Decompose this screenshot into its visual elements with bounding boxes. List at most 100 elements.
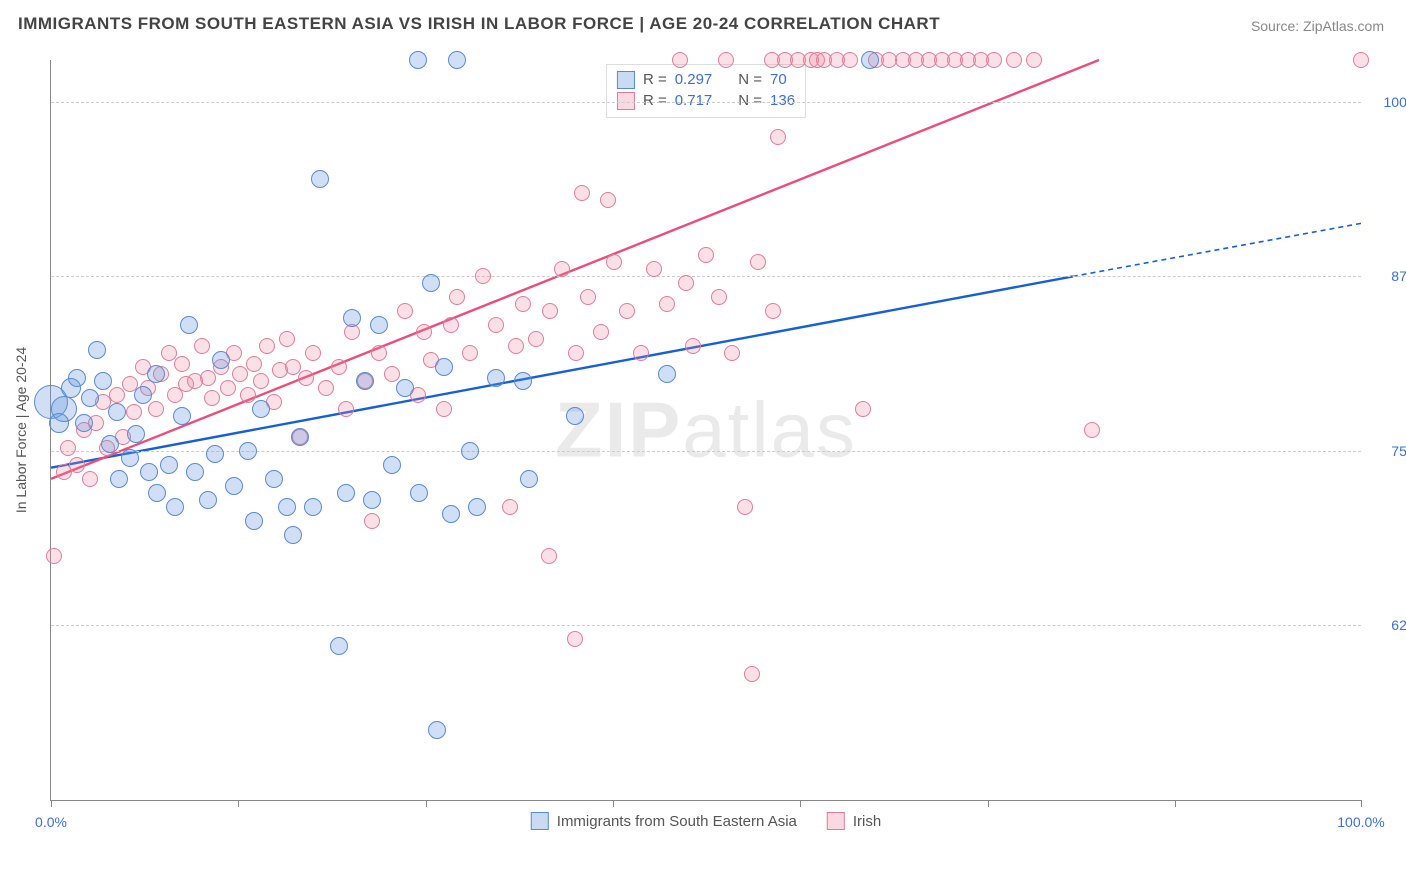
scatter-point-a (448, 51, 466, 69)
scatter-point-b (279, 331, 295, 347)
scatter-point-b (528, 331, 544, 347)
scatter-point-a (127, 425, 145, 443)
scatter-point-b (253, 373, 269, 389)
gridline (51, 625, 1361, 626)
scatter-point-a (520, 470, 538, 488)
scatter-point-b (619, 303, 635, 319)
scatter-point-b (200, 370, 216, 386)
scatter-point-a (566, 407, 584, 425)
gridline (51, 276, 1361, 277)
scatter-point-b (737, 499, 753, 515)
scatter-point-a (101, 435, 119, 453)
scatter-point-a (658, 365, 676, 383)
scatter-point-a (166, 498, 184, 516)
legend-n-value-b: 136 (770, 90, 795, 111)
watermark: ZIPatlas (555, 385, 857, 476)
scatter-point-a (140, 463, 158, 481)
scatter-point-b (750, 254, 766, 270)
scatter-point-a (81, 389, 99, 407)
scatter-point-a (409, 51, 427, 69)
scatter-point-a (861, 51, 879, 69)
scatter-point-a (212, 351, 230, 369)
scatter-point-b (246, 356, 262, 372)
scatter-point-a (206, 445, 224, 463)
scatter-point-b (1026, 52, 1042, 68)
gridline (51, 102, 1361, 103)
chart-container: IMMIGRANTS FROM SOUTH EASTERN ASIA VS IR… (0, 0, 1406, 892)
scatter-point-b (515, 296, 531, 312)
scatter-point-b (109, 387, 125, 403)
scatter-point-b (331, 359, 347, 375)
scatter-point-b (508, 338, 524, 354)
scatter-point-b (174, 356, 190, 372)
legend-r-label: R = (643, 69, 667, 90)
scatter-point-b (567, 631, 583, 647)
scatter-point-a (68, 369, 86, 387)
scatter-point-b (488, 317, 504, 333)
scatter-point-b (416, 324, 432, 340)
scatter-point-b (606, 254, 622, 270)
scatter-point-b (148, 401, 164, 417)
legend-n-value-a: 70 (770, 69, 787, 90)
scatter-point-b (82, 471, 98, 487)
watermark-light: atlas (682, 386, 857, 474)
scatter-point-b (204, 390, 220, 406)
scatter-point-a (363, 491, 381, 509)
scatter-point-a (199, 491, 217, 509)
scatter-point-b (384, 366, 400, 382)
scatter-point-b (574, 185, 590, 201)
legend-row-b: R = 0.717 N = 136 (617, 90, 795, 111)
source-label: Source: ZipAtlas.com (1251, 18, 1384, 34)
watermark-bold: ZIP (555, 386, 682, 474)
scatter-point-b (1084, 422, 1100, 438)
scatter-point-b (240, 387, 256, 403)
x-tick (238, 800, 239, 807)
trendline (1073, 223, 1361, 276)
scatter-point-b (646, 261, 662, 277)
x-tick (1175, 800, 1176, 807)
scatter-point-b (855, 401, 871, 417)
scatter-point-b (436, 401, 452, 417)
scatter-point-a (75, 414, 93, 432)
scatter-point-b (633, 345, 649, 361)
chart-title: IMMIGRANTS FROM SOUTH EASTERN ASIA VS IR… (18, 14, 940, 34)
y-axis-title: In Labor Force | Age 20-24 (13, 347, 29, 513)
scatter-point-a (108, 403, 126, 421)
y-tick-label: 62.5% (1371, 617, 1406, 633)
legend-n-label: N = (738, 90, 762, 111)
scatter-point-a (343, 309, 361, 327)
scatter-point-b (580, 289, 596, 305)
scatter-point-a (487, 369, 505, 387)
x-tick (426, 800, 427, 807)
scatter-point-b (724, 345, 740, 361)
scatter-point-a (252, 400, 270, 418)
scatter-point-b (718, 52, 734, 68)
scatter-point-b (554, 261, 570, 277)
scatter-point-a (435, 358, 453, 376)
scatter-point-b (194, 338, 210, 354)
scatter-point-a (396, 379, 414, 397)
trendlines-svg (51, 60, 1361, 800)
scatter-point-a (94, 372, 112, 390)
y-tick-label: 87.5% (1371, 268, 1406, 284)
scatter-point-b (69, 457, 85, 473)
plot-area: In Labor Force | Age 20-24 ZIPatlas R = … (50, 60, 1361, 801)
scatter-point-a (278, 498, 296, 516)
scatter-point-b (770, 129, 786, 145)
scatter-point-a (410, 484, 428, 502)
legend-swatch-b (617, 92, 635, 110)
x-tick (988, 800, 989, 807)
scatter-point-b (46, 548, 62, 564)
legend-row-a: R = 0.297 N = 70 (617, 69, 795, 90)
scatter-point-a (49, 413, 69, 433)
scatter-point-a (468, 498, 486, 516)
scatter-point-b (232, 366, 248, 382)
scatter-point-b (259, 338, 275, 354)
scatter-point-b (659, 296, 675, 312)
legend-label-b: Irish (853, 813, 881, 830)
scatter-point-a (330, 637, 348, 655)
scatter-point-b (600, 192, 616, 208)
scatter-point-b (502, 499, 518, 515)
legend-swatch-a-icon (531, 812, 549, 830)
scatter-point-b (364, 513, 380, 529)
